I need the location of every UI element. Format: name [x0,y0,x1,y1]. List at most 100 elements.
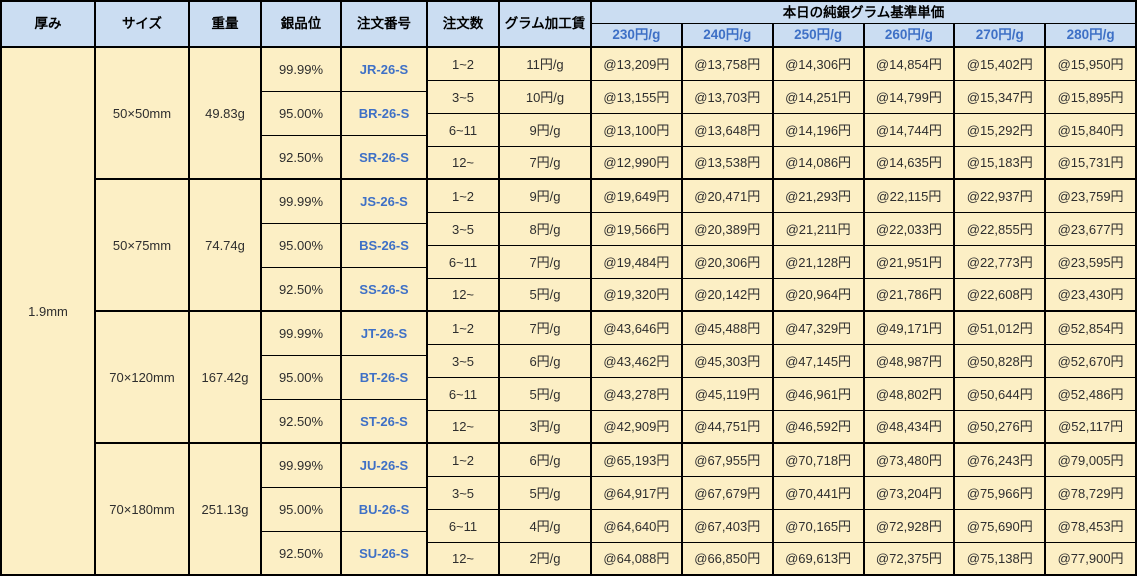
price-cell: @20,964円 [773,279,865,312]
price-cell: @73,480円 [864,444,956,477]
weight-cell: 167.42g [190,312,262,444]
order-qty-cell: 1~2 [428,312,500,345]
order-qty-cell: 12~ [428,147,500,180]
price-col-header: 280円/g [1046,24,1137,48]
price-cell: @44,751円 [682,411,774,444]
order-qty-cell: 3~5 [428,345,500,378]
gram-fee-cell: 6円/g [500,444,592,477]
price-cell: @19,566円 [592,213,683,246]
price-cell: @48,987円 [864,345,956,378]
price-cell: @50,828円 [955,345,1047,378]
price-cell: @48,802円 [864,378,956,411]
price-cell: @14,196円 [773,114,865,147]
price-cell: @50,276円 [955,411,1047,444]
gram-fee-cell: 4円/g [500,510,592,543]
price-cell: @75,138円 [955,543,1047,576]
purity-cell: 95.00% [262,92,342,136]
price-cell: @22,855円 [955,213,1047,246]
purity-cell: 95.00% [262,356,342,400]
price-cell: @52,854円 [1046,312,1137,345]
price-cell: @21,786円 [864,279,956,312]
purity-cell: 99.99% [262,444,342,488]
price-cell: @70,441円 [773,477,865,510]
price-cell: @19,649円 [592,180,683,213]
price-cell: @73,204円 [864,477,956,510]
col-header-size: サイズ [96,2,190,48]
price-cell: @78,453円 [1046,510,1137,543]
size-cell: 50×75mm [96,180,190,312]
col-header-purity: 銀品位 [262,2,342,48]
price-cell: @20,142円 [682,279,774,312]
gram-fee-cell: 9円/g [500,114,592,147]
order-qty-cell: 6~11 [428,510,500,543]
price-cell: @13,648円 [682,114,774,147]
order-number-cell: BS-26-S [342,224,428,268]
gram-fee-cell: 11円/g [500,48,592,81]
order-qty-cell: 6~11 [428,114,500,147]
col-header-weight: 重量 [190,2,262,48]
price-cell: @43,646円 [592,312,683,345]
order-number-cell: SU-26-S [342,532,428,576]
price-cell: @45,119円 [682,378,774,411]
col-header-order-qty: 注文数 [428,2,500,48]
order-qty-cell: 3~5 [428,81,500,114]
order-qty-cell: 12~ [428,411,500,444]
price-cell: @19,320円 [592,279,683,312]
price-cell: @42,909円 [592,411,683,444]
price-col-header: 230円/g [592,24,683,48]
gram-fee-cell: 2円/g [500,543,592,576]
order-qty-cell: 1~2 [428,48,500,81]
weight-cell: 49.83g [190,48,262,180]
price-cell: @46,592円 [773,411,865,444]
purity-cell: 99.99% [262,312,342,356]
price-cell: @52,486円 [1046,378,1137,411]
price-cell: @47,329円 [773,312,865,345]
purity-cell: 92.50% [262,136,342,180]
price-cell: @20,306円 [682,246,774,279]
col-header-order-no: 注文番号 [342,2,428,48]
price-cell: @15,183円 [955,147,1047,180]
price-cell: @13,538円 [682,147,774,180]
price-cell: @67,403円 [682,510,774,543]
price-cell: @20,471円 [682,180,774,213]
price-cell: @51,012円 [955,312,1047,345]
price-cell: @14,635円 [864,147,956,180]
gram-fee-cell: 7円/g [500,147,592,180]
price-cell: @13,209円 [592,48,683,81]
price-col-header: 240円/g [682,24,774,48]
price-cell: @22,033円 [864,213,956,246]
price-cell: @72,928円 [864,510,956,543]
price-cell: @12,990円 [592,147,683,180]
order-number-cell: SS-26-S [342,268,428,312]
price-cell: @15,731円 [1046,147,1137,180]
price-cell: @48,434円 [864,411,956,444]
price-cell: @52,117円 [1046,411,1137,444]
price-cell: @20,389円 [682,213,774,246]
gram-fee-cell: 3円/g [500,411,592,444]
order-qty-cell: 12~ [428,279,500,312]
price-cell: @52,670円 [1046,345,1137,378]
price-cell: @21,211円 [773,213,865,246]
size-cell: 70×180mm [96,444,190,576]
gram-fee-cell: 6円/g [500,345,592,378]
price-cell: @13,703円 [682,81,774,114]
price-cell: @19,484円 [592,246,683,279]
purity-cell: 99.99% [262,180,342,224]
order-number-cell: SR-26-S [342,136,428,180]
price-cell: @64,088円 [592,543,683,576]
price-cell: @22,115円 [864,180,956,213]
price-cell: @15,895円 [1046,81,1137,114]
col-header-gram-fee: グラム加工賃 [500,2,592,48]
price-cell: @23,430円 [1046,279,1137,312]
price-cell: @65,193円 [592,444,683,477]
price-col-header: 260円/g [864,24,956,48]
price-cell: @50,644円 [955,378,1047,411]
size-cell: 70×120mm [96,312,190,444]
order-number-cell: JT-26-S [342,312,428,356]
price-cell: @14,251円 [773,81,865,114]
price-cell: @78,729円 [1046,477,1137,510]
price-cell: @22,773円 [955,246,1047,279]
purity-cell: 99.99% [262,48,342,92]
gram-fee-cell: 5円/g [500,279,592,312]
